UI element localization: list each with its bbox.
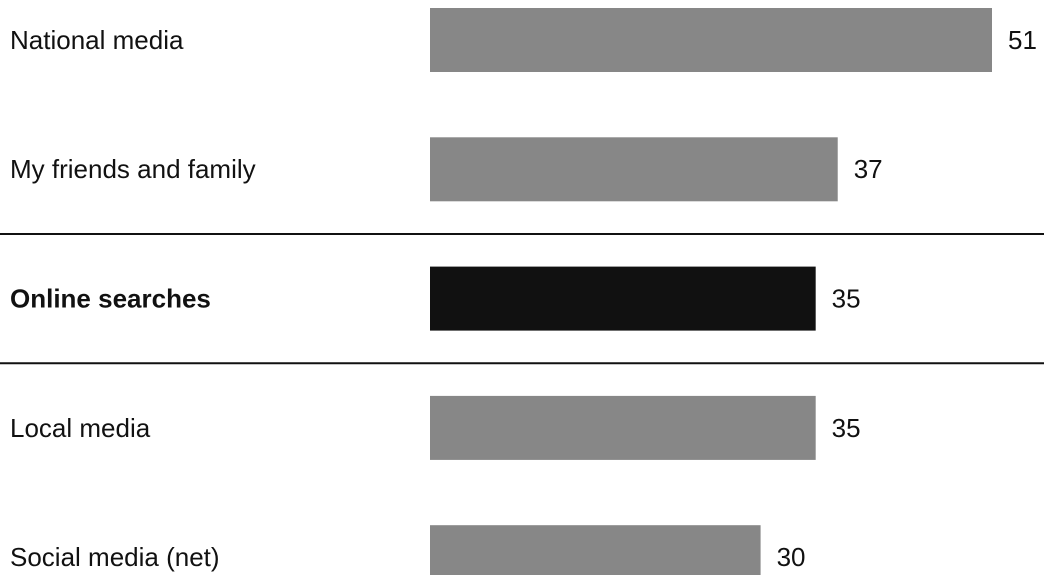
category-label: Local media xyxy=(10,413,151,443)
bar xyxy=(430,525,761,580)
value-label: 35 xyxy=(832,413,861,443)
bar xyxy=(430,137,838,202)
bar xyxy=(430,395,816,460)
value-label: 51 xyxy=(1008,25,1037,55)
value-label: 30 xyxy=(777,542,806,572)
category-label: Social media (net) xyxy=(10,542,220,572)
category-label: National media xyxy=(10,25,184,55)
value-label: 37 xyxy=(854,154,883,184)
category-label: Online searches xyxy=(10,283,211,313)
value-label: 35 xyxy=(832,283,861,313)
bar xyxy=(430,266,816,331)
category-label: My friends and family xyxy=(10,154,256,184)
bar xyxy=(430,8,992,72)
